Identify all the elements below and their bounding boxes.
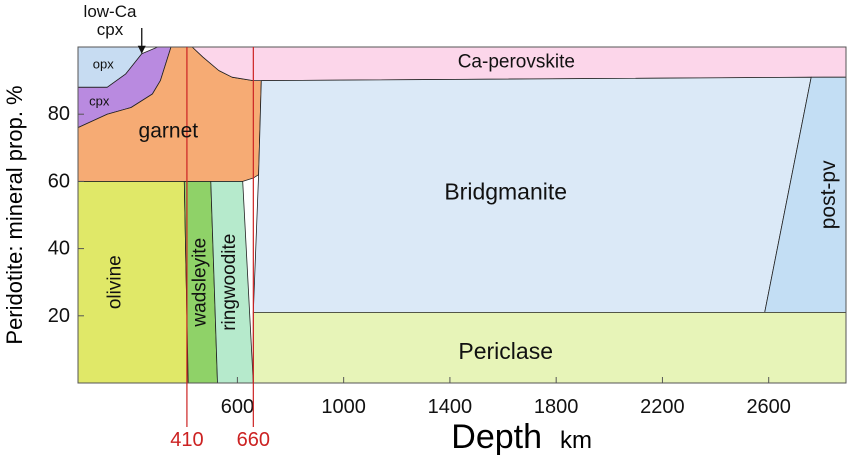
x-axis-unit: km <box>560 427 592 454</box>
y-tick-label: 40 <box>48 238 70 260</box>
annotation-text: low-Ca <box>84 2 137 21</box>
y-tick-label: 60 <box>48 170 70 192</box>
plot-frame <box>77 46 847 384</box>
phase-label-bridgmanite: Bridgmanite <box>444 178 567 204</box>
phase-label-olivine: olivine <box>105 255 126 309</box>
y-tick-label: 20 <box>48 305 70 327</box>
phase-label-cpx: cpx <box>89 93 110 108</box>
phase-labels: olivine wadsleyite ringwoodite opx cpx garnet… <box>89 52 840 364</box>
x-tick-label: 2600 <box>746 396 791 418</box>
discontinuity-label-660: 660 <box>237 429 270 451</box>
phase-label-garnet: garnet <box>139 120 199 143</box>
x-tick-label: 2200 <box>640 396 685 418</box>
x-tick-label: 1000 <box>321 396 366 418</box>
phase-label-wadsleyite: wadsleyite <box>190 238 211 328</box>
phase-region-olivine <box>77 180 189 384</box>
y-axis-title: Peridotite: mineral prop. % <box>2 85 27 344</box>
x-tick-label: 600 <box>221 396 254 418</box>
phase-label-ringwoodite: ringwoodite <box>219 234 240 331</box>
x-axis-title: Depth <box>451 418 542 456</box>
y-axis: 20 40 60 80 <box>48 103 84 327</box>
phase-label-periclase: Periclase <box>458 338 553 364</box>
phase-label-post-pv: post-pv <box>817 160 840 229</box>
discontinuity-markers: 410 660 <box>170 47 270 451</box>
y-tick-label: 80 <box>48 103 70 125</box>
annotation-arrow-head <box>137 45 146 54</box>
x-axis: 600 1000 1400 1800 2200 2600 <box>221 377 791 418</box>
x-tick-label: 1400 <box>428 396 473 418</box>
phase-label-opx: opx <box>93 56 114 71</box>
phase-label-ca-perovskite: Ca-perovskite <box>458 52 575 73</box>
plot-area <box>77 46 847 384</box>
discontinuity-label-410: 410 <box>170 429 203 451</box>
annotation-text: cpx <box>97 20 124 39</box>
x-tick-label: 1800 <box>534 396 579 418</box>
